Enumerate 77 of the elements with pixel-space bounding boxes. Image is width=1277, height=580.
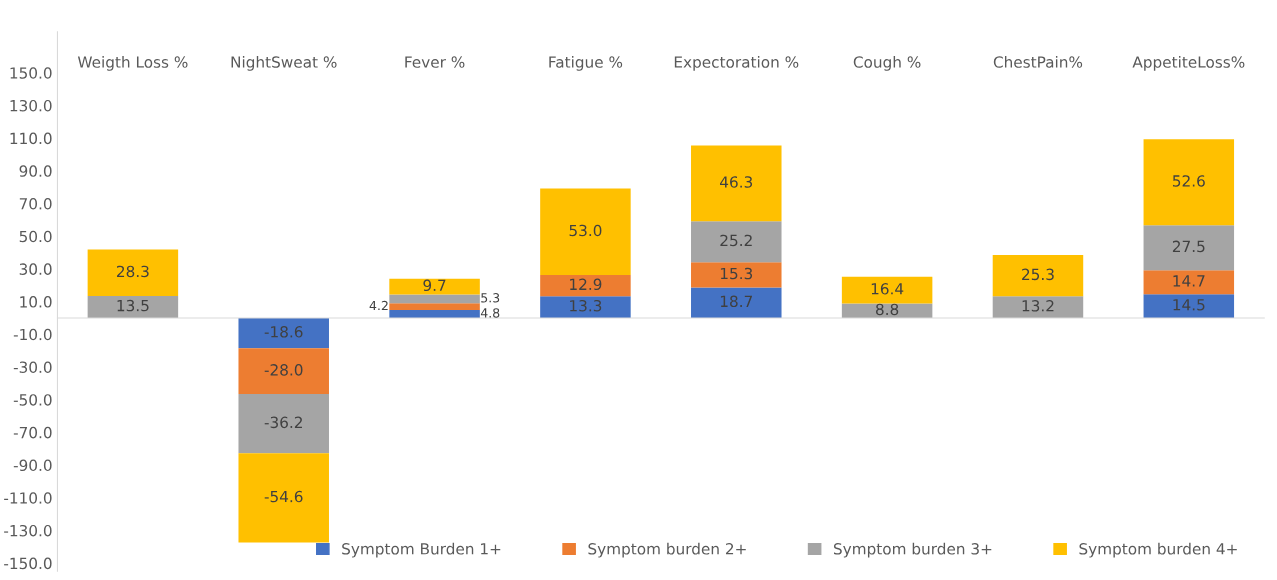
bar: [540, 296, 631, 318]
y-tick-label: 90.0: [19, 165, 52, 177]
data-label: 16.4: [871, 283, 904, 295]
legend-label: Symptom burden 3+: [833, 542, 992, 558]
x-tick-label: Cough %: [853, 56, 921, 71]
bar: [1143, 270, 1235, 295]
bar: [1143, 225, 1235, 271]
data-label: 13.3: [570, 299, 602, 312]
data-label: 13.2: [1022, 300, 1054, 312]
y-tick-label: -110.0: [4, 492, 52, 504]
y-tick-label: -10.0: [13, 328, 52, 341]
bar: [691, 221, 782, 263]
data-label: 8.8: [876, 303, 899, 316]
data-label: 5.3: [481, 293, 500, 303]
y-tick-label: -130.0: [4, 524, 52, 537]
data-label: 52.6: [1172, 175, 1205, 187]
bar: [389, 278, 480, 295]
bar: [87, 249, 179, 296]
bar: [1143, 139, 1235, 226]
y-tick-label: 30.0: [19, 263, 52, 275]
bar: [1143, 294, 1235, 318]
y-tick-label: -30.0: [13, 361, 52, 373]
data-label: 9.7: [423, 279, 446, 292]
legend-label: Symptom Burden 1+: [342, 542, 501, 558]
data-label: 18.7: [720, 295, 752, 308]
data-label: -28.0: [264, 364, 303, 376]
y-tick-label: 130.0: [10, 99, 52, 112]
bar: [238, 317, 329, 349]
y-tick-label: 50.0: [19, 230, 52, 243]
bar: [691, 262, 782, 288]
data-label: 12.9: [570, 278, 602, 291]
data-label: 27.5: [1172, 240, 1205, 253]
bar: [87, 295, 179, 318]
bar: [691, 145, 782, 222]
x-tick-label: NightSweat %: [231, 56, 337, 71]
data-label: -18.6: [264, 326, 303, 338]
bar: [238, 453, 329, 543]
y-tick-label: -90.0: [13, 459, 52, 472]
y-tick-label: -70.0: [13, 426, 52, 439]
data-label: 4.8: [480, 308, 500, 318]
x-tick-label: Fever %: [405, 56, 465, 68]
y-tick-label: 150.0: [10, 67, 52, 79]
bar: [841, 276, 933, 304]
data-label: 53.0: [569, 224, 602, 237]
data-label: 15.3: [720, 267, 753, 280]
legend-label: Symptom burden 2+: [588, 542, 746, 558]
y-tick-label: -150.0: [4, 557, 52, 570]
data-label: -54.6: [264, 490, 303, 503]
data-label: 14.7: [1173, 275, 1205, 287]
x-tick-label: AppetiteLoss%: [1132, 56, 1245, 71]
data-label: -36.2: [264, 416, 302, 429]
bar: [540, 275, 631, 297]
x-tick-label: ChestPain%: [993, 56, 1083, 68]
bar: [389, 303, 480, 311]
data-label: 28.3: [117, 265, 149, 278]
data-label: 4.2: [369, 300, 388, 311]
y-tick-label: 110.0: [10, 132, 52, 145]
y-tick-label: 10.0: [20, 296, 52, 308]
x-tick-label: Fatigue %: [549, 56, 623, 71]
y-tick-label: -50.0: [13, 394, 52, 406]
legend-label: Symptom burden 4+: [1079, 542, 1237, 558]
bar: [238, 394, 329, 454]
y-tick-label: 70.0: [19, 197, 52, 210]
bar: [691, 287, 782, 318]
x-tick-label: Expectoration %: [674, 56, 799, 71]
data-label: 46.3: [720, 176, 753, 188]
data-label: 14.5: [1173, 299, 1205, 311]
data-label: 25.2: [720, 234, 752, 247]
bar: [238, 348, 329, 395]
data-label: 13.5: [117, 299, 149, 312]
bar: [992, 296, 1084, 318]
data-label: 25.3: [1022, 268, 1054, 281]
bar: [389, 310, 480, 318]
bar: [540, 188, 631, 276]
x-tick-label: Weigth Loss %: [77, 56, 188, 71]
bar: [992, 255, 1084, 297]
bar: [389, 294, 480, 304]
